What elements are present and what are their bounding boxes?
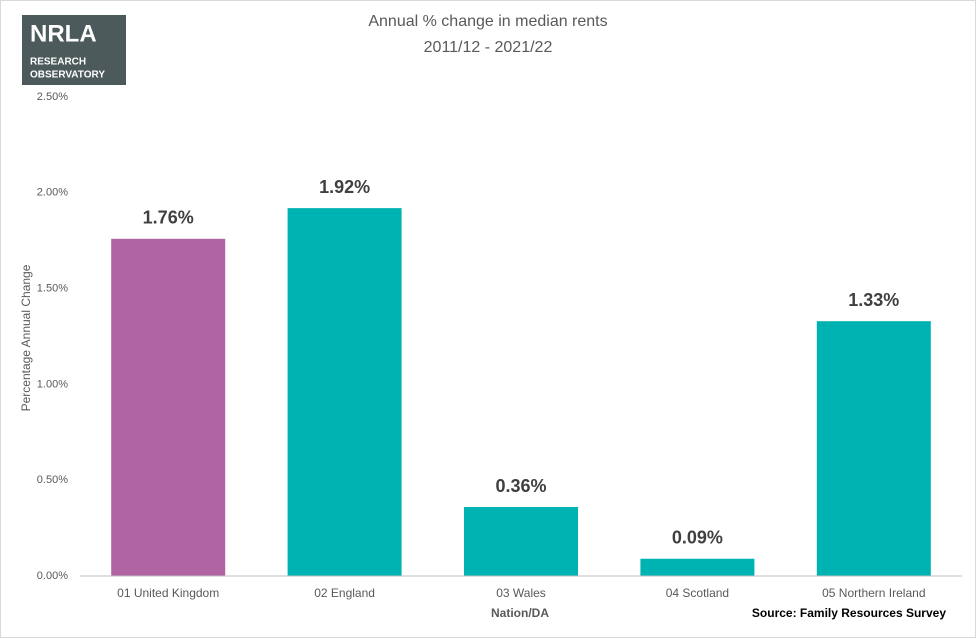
x-tick-label: 01 United Kingdom (117, 586, 219, 600)
bar (816, 321, 931, 576)
logo-title: NRLA (30, 20, 97, 47)
bar (464, 507, 578, 576)
bar (111, 238, 226, 576)
y-tick-label: 0.00% (37, 570, 68, 582)
data-label: 0.09% (672, 528, 723, 548)
data-label: 1.92% (319, 177, 370, 197)
bar (640, 558, 755, 576)
y-axis-label: Percentage Annual Change (19, 264, 33, 411)
source-note: Source: Family Resources Survey (752, 606, 946, 620)
logo-line: RESEARCH (30, 57, 86, 68)
x-tick-label: 05 Northern Ireland (822, 586, 925, 600)
y-tick-label: 1.00% (37, 378, 68, 390)
data-label: 1.76% (143, 208, 194, 228)
chart-subtitle: 2011/12 - 2021/22 (424, 39, 553, 56)
chart-title: Annual % change in median rents (368, 13, 607, 30)
x-tick-label: 02 England (314, 586, 375, 600)
logo-box (22, 15, 126, 85)
y-tick-label: 2.00% (37, 187, 68, 199)
x-axis-label: Nation/DA (491, 606, 549, 620)
bar (287, 208, 402, 577)
data-label: 1.33% (848, 290, 899, 310)
x-tick-label: 04 Scotland (666, 586, 729, 600)
y-tick-label: 0.50% (37, 474, 68, 486)
logo-line: OBSERVATORY (30, 70, 105, 81)
y-tick-label: 1.50% (37, 283, 68, 295)
data-label: 0.36% (495, 476, 546, 496)
x-tick-label: 03 Wales (496, 586, 546, 600)
y-tick-label: 2.50% (37, 91, 68, 103)
